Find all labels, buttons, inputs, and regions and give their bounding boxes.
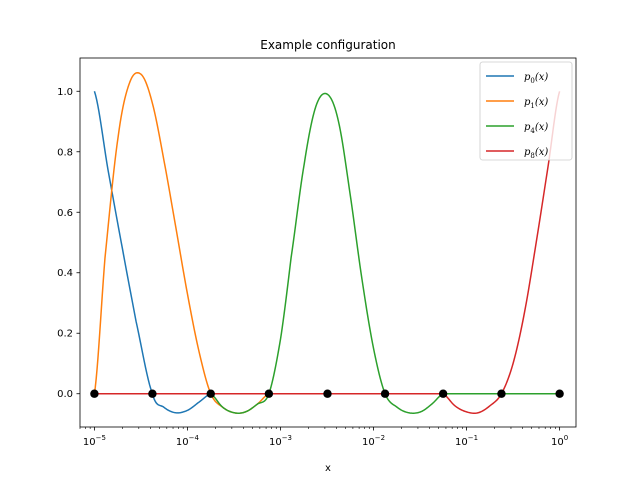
node-marker (497, 389, 506, 398)
axes-frame (79, 57, 577, 428)
x-tick-label: 10−1 (455, 434, 478, 448)
y-tick-label: 0.2 (57, 329, 73, 340)
node-marker (555, 389, 564, 398)
node-marker (264, 389, 274, 398)
y-tick-label: 0.0 (57, 389, 73, 400)
y-tick-label: 0.8 (57, 147, 73, 158)
x-tick-label: 10−4 (176, 434, 200, 448)
legend-box (479, 61, 573, 161)
legend-label-1: p1(x) (524, 97, 548, 110)
plot-area: 10−5 10−4 10−3 10−2 10−1 100 0.0 0.2 0.4 0.6 0.8 1.… (57, 57, 577, 448)
chart-title: Example configuration (260, 38, 395, 52)
node-marker (90, 389, 99, 398)
series-line-8 (94, 91, 561, 414)
node-marker (438, 389, 448, 398)
x-tick-label: 10−2 (362, 434, 385, 448)
y-tick-label: 0.6 (57, 208, 73, 219)
legend-label-0: p0(x) (524, 72, 548, 85)
y-tick-label: 0.4 (57, 268, 73, 279)
series-line-4 (94, 92, 560, 414)
legend-label-4: p4(x) (524, 122, 548, 135)
x-tick-label: 10−3 (269, 434, 292, 448)
legend-label-8: p8(x) (524, 147, 548, 160)
x-tick-label: 10−5 (83, 434, 106, 448)
node-marker (323, 389, 332, 398)
x-axis-label: x (325, 463, 331, 474)
node-marker (380, 389, 390, 398)
x-tick-label: 100 (551, 434, 568, 448)
node-marker (206, 389, 215, 398)
y-tick-label: 1.0 (57, 87, 73, 98)
node-marker (148, 389, 157, 398)
